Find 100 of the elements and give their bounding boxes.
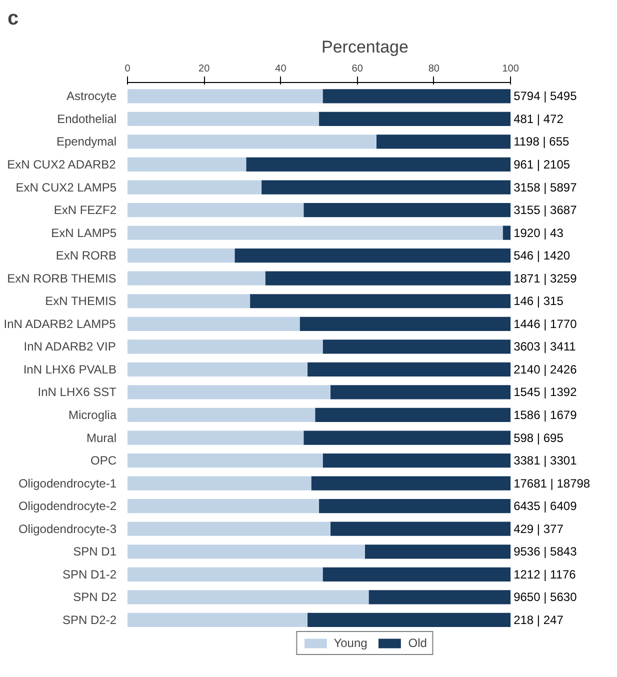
y-tick-label: Oligodendrocyte-2: [18, 499, 117, 514]
bar: [128, 226, 503, 240]
total-label: 3158 | 5897: [514, 180, 578, 194]
y-tick-label: ExN CUX2 LAMP5: [16, 180, 117, 194]
bar: [128, 89, 323, 104]
bar: [128, 612, 308, 628]
y-tick-label: Oligodendrocyte-3: [18, 522, 117, 536]
y-tick-label: SPN D2-2: [62, 612, 117, 627]
y-tick-label: Mural: [86, 430, 117, 445]
total-label: 3155 | 3687: [514, 203, 578, 218]
bar: [322, 453, 511, 468]
bar: [128, 157, 246, 172]
bar: [322, 567, 511, 582]
bar: [128, 180, 262, 194]
bar: [322, 89, 511, 104]
bar: [128, 499, 320, 514]
bar: [330, 522, 511, 536]
bar: [304, 430, 511, 445]
bar: [250, 294, 511, 308]
bar: [128, 112, 320, 126]
y-tick-label: ExN RORB THEMIS: [7, 271, 116, 286]
bar: [322, 340, 511, 354]
bar: [128, 316, 300, 331]
bar: [246, 157, 511, 172]
bar: [128, 271, 266, 286]
bar: [365, 544, 511, 559]
y-tick-label: OPC: [90, 454, 117, 468]
y-tick-label: SPN D1: [73, 544, 117, 559]
total-label: 546 | 1420: [514, 248, 570, 263]
bar: [128, 248, 235, 263]
bar: [128, 340, 323, 354]
y-tick-label: Endothelial: [57, 112, 117, 126]
bar: [502, 226, 511, 240]
bar: [300, 316, 511, 331]
bar: [319, 112, 511, 126]
legend-label: Old: [408, 636, 428, 650]
bar: [304, 202, 511, 218]
x-tick-label: 20: [198, 64, 210, 74]
bar: [128, 522, 331, 536]
total-label: 17681 | 18798: [514, 476, 590, 490]
bar: [315, 408, 511, 422]
total-label: 3603 | 3411: [514, 340, 576, 354]
y-tick-label: InN ADARB2 VIP: [24, 340, 116, 354]
total-label: 2140 | 2426: [514, 362, 578, 376]
bar: [128, 476, 312, 490]
bar: [128, 202, 304, 218]
x-tick-label: 40: [275, 64, 287, 74]
bar: [128, 590, 369, 604]
bar: [368, 590, 511, 604]
x-tick-label: 60: [352, 64, 364, 74]
bar: [319, 499, 511, 514]
y-tick-label: InN LHX6 SST: [38, 385, 118, 400]
y-tick-label: Microglia: [68, 408, 117, 422]
total-label: 5794 | 5495: [514, 89, 578, 104]
total-label: 961 | 2105: [514, 157, 570, 172]
total-label: 429 | 377: [514, 522, 564, 536]
total-label: 146 | 315: [514, 294, 564, 308]
bar: [311, 476, 511, 490]
bar: [376, 134, 511, 149]
y-tick-label: ExN LAMP5: [51, 226, 117, 240]
bar: [234, 248, 511, 263]
bar: [128, 294, 250, 308]
y-tick-label: ExN CUX2 ADARB2: [7, 157, 116, 172]
total-label: 218 | 247: [514, 612, 564, 627]
bar: [128, 134, 376, 149]
bar: [128, 544, 365, 559]
total-label: 3381 | 3301: [514, 454, 578, 468]
y-tick-label: SPN D1-2: [62, 567, 117, 582]
y-tick-label: Astrocyte: [66, 89, 117, 104]
total-label: 1212 | 1176: [514, 567, 576, 582]
total-label: 1198 | 655: [514, 134, 570, 149]
total-label: 1446 | 1770: [514, 316, 578, 331]
bar: [262, 180, 511, 194]
total-label: 1545 | 1392: [514, 385, 578, 400]
x-tick-label: 0: [124, 64, 131, 74]
bar: [128, 567, 323, 582]
x-tick-label: 80: [428, 64, 440, 74]
y-tick-label: InN LHX6 PVALB: [23, 362, 117, 376]
y-tick-label: ExN THEMIS: [45, 294, 116, 308]
bar: [330, 385, 511, 400]
y-tick-label: Oligodendrocyte-1: [18, 476, 117, 490]
total-label: 9650 | 5630: [514, 590, 578, 604]
total-label: 481 | 472: [514, 112, 564, 126]
total-label: 1586 | 1679: [514, 408, 578, 422]
bar: [128, 362, 308, 377]
text: c: [8, 8, 19, 30]
bar: [128, 408, 316, 422]
bar: [128, 453, 323, 468]
bar: [128, 385, 331, 400]
bar: [128, 430, 304, 445]
y-tick-label: ExN RORB: [56, 248, 117, 263]
total-label: 9536 | 5843: [514, 544, 578, 559]
total-label: 1871 | 3259: [514, 271, 578, 286]
y-tick-label: ExN FEZF2: [54, 203, 117, 218]
bar: [308, 612, 511, 628]
legend-label: Young: [334, 636, 368, 650]
x-tick-label: 100: [502, 64, 520, 74]
total-label: 6435 | 6409: [514, 499, 578, 514]
bar: [265, 271, 511, 286]
total-label: 598 | 695: [514, 430, 564, 445]
